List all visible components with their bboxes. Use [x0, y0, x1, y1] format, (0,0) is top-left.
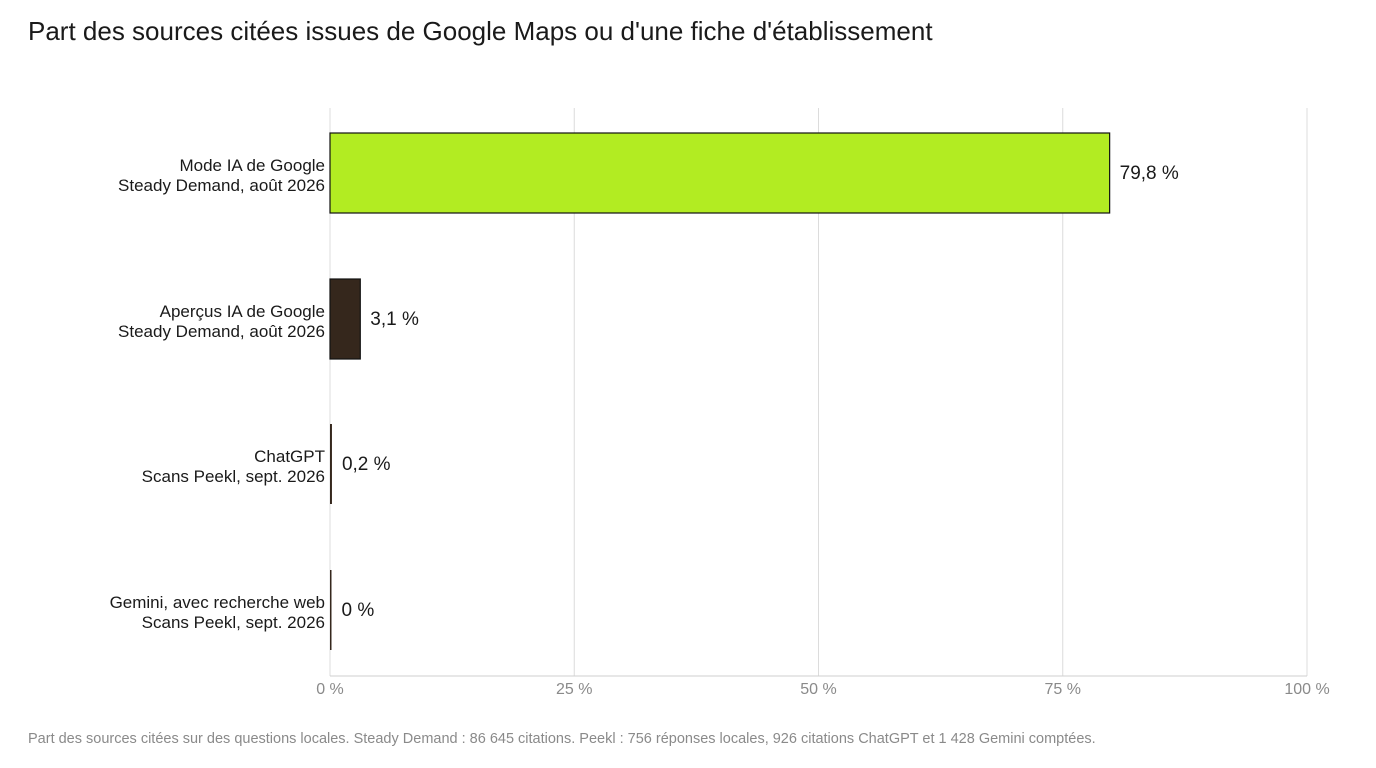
data-label: 79,8 %: [1120, 163, 1179, 184]
bar: [330, 570, 332, 650]
data-label: 0 %: [342, 600, 375, 621]
bar: [330, 424, 332, 504]
x-tick-label: 25 %: [556, 681, 592, 698]
category-label-line: Aperçus IA de Google: [160, 302, 325, 321]
category-label-line: ChatGPT: [254, 447, 325, 466]
category-label: ChatGPT Scans Peekl, sept. 2026: [142, 447, 325, 486]
bar: [329, 278, 361, 360]
data-label: 3,1 %: [370, 309, 419, 330]
x-tick-label: 0 %: [316, 681, 344, 698]
category-label-line: Steady Demand, août 2026: [118, 176, 325, 195]
data-label: 0,2 %: [342, 454, 391, 475]
category-labels: Mode IA de Google Steady Demand, août 202…: [110, 156, 325, 632]
chart-footnote: Part des sources citées sur des question…: [28, 731, 1096, 747]
x-tick-label: 100 %: [1284, 681, 1329, 698]
category-label: Aperçus IA de Google Steady Demand, août …: [118, 302, 325, 341]
value-labels: 79,8 % 3,1 % 0,2 % 0 %: [342, 163, 1179, 621]
chart-title: Part des sources citées issues de Google…: [28, 16, 933, 46]
bar: [329, 132, 1111, 214]
category-label-line: Scans Peekl, sept. 2026: [142, 613, 325, 632]
category-label-line: Steady Demand, août 2026: [118, 322, 325, 341]
category-label-line: Mode IA de Google: [179, 156, 325, 175]
x-tick-label: 50 %: [800, 681, 836, 698]
bars: [329, 132, 1111, 650]
category-label: Mode IA de Google Steady Demand, août 202…: [118, 156, 325, 195]
category-label-line: Scans Peekl, sept. 2026: [142, 467, 325, 486]
category-label: Gemini, avec recherche web Scans Peekl, s…: [110, 593, 325, 632]
category-label-line: Gemini, avec recherche web: [110, 593, 325, 612]
x-axis-ticks: 0 % 25 % 50 % 75 % 100 %: [316, 681, 1329, 698]
x-tick-label: 75 %: [1045, 681, 1081, 698]
